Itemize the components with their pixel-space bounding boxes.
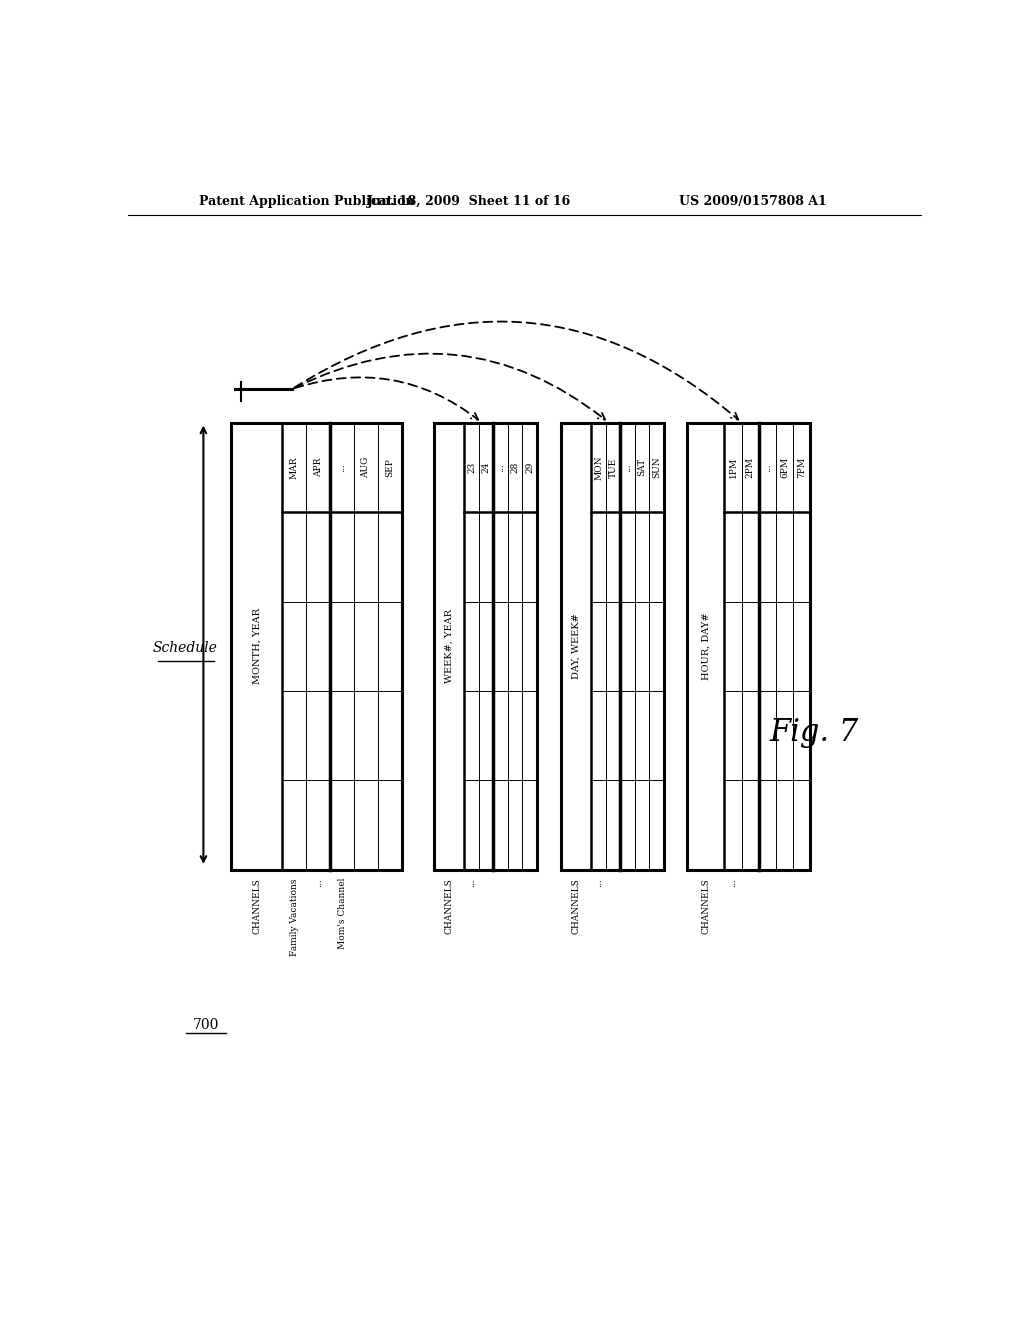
Text: APR: APR [313, 458, 323, 477]
Text: WEEK#, YEAR: WEEK#, YEAR [444, 610, 454, 684]
Text: ...: ... [338, 463, 346, 471]
Bar [433, 422, 537, 870]
Text: 700: 700 [193, 1019, 219, 1032]
Text: MONTH, YEAR: MONTH, YEAR [252, 609, 261, 684]
Text: 7PM: 7PM [798, 457, 806, 478]
Text: MAR: MAR [290, 457, 299, 479]
Text: CHANNELS: CHANNELS [571, 878, 581, 933]
Text: CHANNELS: CHANNELS [252, 878, 261, 933]
Text: ...: ... [763, 463, 772, 471]
Text: ...: ... [467, 878, 476, 887]
Text: 23: 23 [467, 462, 476, 473]
Text: SUN: SUN [652, 457, 660, 478]
Text: ...: ... [313, 878, 323, 887]
Text: Schedule: Schedule [153, 642, 217, 655]
Text: ...: ... [496, 463, 505, 471]
Text: ...: ... [728, 878, 737, 887]
Text: TUE: TUE [608, 457, 617, 478]
Text: Patent Application Publication: Patent Application Publication [200, 194, 415, 207]
Text: Jun. 18, 2009  Sheet 11 of 16: Jun. 18, 2009 Sheet 11 of 16 [368, 194, 571, 207]
Bar [560, 422, 664, 870]
Text: 28: 28 [511, 462, 519, 473]
Bar [231, 422, 401, 870]
Text: AUG: AUG [361, 457, 371, 478]
Bar [687, 422, 811, 870]
Text: CHANNELS: CHANNELS [701, 878, 711, 933]
Text: 2PM: 2PM [745, 457, 755, 478]
Text: 1PM: 1PM [728, 457, 737, 478]
Text: ...: ... [623, 463, 632, 471]
Text: 29: 29 [525, 462, 534, 473]
Text: Mom's Channel: Mom's Channel [338, 878, 346, 949]
Text: 24: 24 [481, 462, 490, 473]
Text: ...: ... [594, 878, 603, 887]
Text: SAT: SAT [638, 458, 646, 477]
Text: US 2009/0157808 A1: US 2009/0157808 A1 [679, 194, 826, 207]
Text: 6PM: 6PM [780, 457, 790, 478]
Text: MON: MON [594, 455, 603, 479]
Text: CHANNELS: CHANNELS [444, 878, 454, 933]
Text: SEP: SEP [385, 458, 394, 477]
Text: HOUR, DAY#: HOUR, DAY# [701, 612, 711, 680]
Text: DAY, WEEK#: DAY, WEEK# [571, 614, 581, 680]
Text: Fig. 7: Fig. 7 [770, 717, 859, 748]
Text: Family Vacations: Family Vacations [290, 878, 299, 956]
